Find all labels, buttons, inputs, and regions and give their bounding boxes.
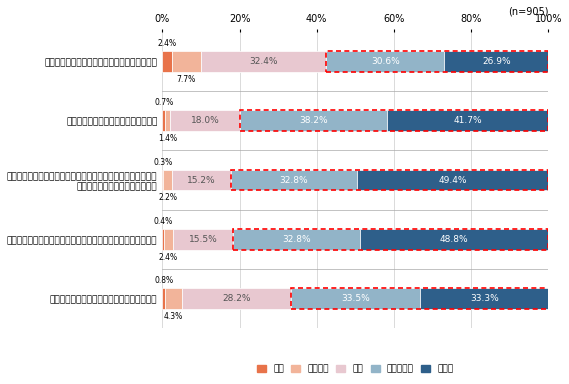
Text: 18.0%: 18.0% [191,116,220,125]
Bar [162,288,166,309]
Bar [230,170,357,190]
Bar [233,229,360,250]
Text: 48.8%: 48.8% [439,235,468,244]
Bar [162,51,172,72]
Bar [291,288,420,309]
Bar [173,229,233,250]
Bar [444,51,549,72]
Bar [170,110,240,131]
Legend: 簡単, やや簡単, 普通, やや難しい, 難しい: 簡単, やや簡単, 普通, やや難しい, 難しい [254,361,457,377]
Bar [164,229,173,250]
Text: 0.7%: 0.7% [154,98,174,108]
Text: 49.4%: 49.4% [438,175,467,185]
Text: 2.2%: 2.2% [158,194,177,202]
Text: 0.3%: 0.3% [153,158,172,167]
Text: 41.7%: 41.7% [453,116,482,125]
Bar [165,110,170,131]
Bar [327,51,444,72]
Bar [387,110,549,131]
Bar [163,170,172,190]
Bar [162,110,165,131]
Text: 30.6%: 30.6% [371,57,400,66]
Bar [420,288,549,309]
Text: 38.2%: 38.2% [299,116,328,125]
Text: 32.8%: 32.8% [279,175,308,185]
Text: (n=905): (n=905) [508,7,549,17]
Bar [182,288,291,309]
Bar [240,110,387,131]
Text: 33.3%: 33.3% [470,294,499,303]
Bar [162,170,163,190]
Text: 2.4%: 2.4% [158,39,176,48]
Text: 32.8%: 32.8% [282,235,311,244]
Text: 15.2%: 15.2% [187,175,216,185]
Text: 7.7%: 7.7% [177,75,196,84]
Text: 32.4%: 32.4% [250,57,278,66]
Bar [172,170,230,190]
Bar [357,170,548,190]
Text: 0.8%: 0.8% [154,276,174,285]
Text: 1.4%: 1.4% [158,134,178,143]
Bar [201,51,327,72]
Bar [360,229,548,250]
Bar [162,229,164,250]
Bar [166,288,182,309]
Text: 26.9%: 26.9% [482,57,511,66]
Text: 2.4%: 2.4% [159,253,178,262]
Text: 0.4%: 0.4% [154,217,173,226]
Text: 28.2%: 28.2% [222,294,251,303]
Text: 15.5%: 15.5% [189,235,217,244]
Text: 4.3%: 4.3% [164,312,183,321]
Bar [172,51,201,72]
Text: 33.5%: 33.5% [341,294,370,303]
